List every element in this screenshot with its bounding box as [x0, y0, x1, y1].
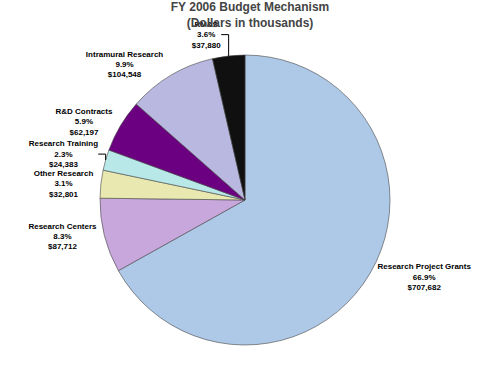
svg-text:Other Research3.1%$32,801: Other Research3.1%$32,801: [34, 169, 94, 199]
svg-text:Research Project Grants66.9%$7: Research Project Grants66.9%$707,682: [377, 262, 471, 292]
svg-text:FY 2006 Budget Mechanism(Dolla: FY 2006 Budget Mechanism(Dollars in thou…: [171, 0, 330, 30]
svg-text:Research Centers8.3%$87,712: Research Centers8.3%$87,712: [28, 222, 97, 252]
svg-text:RM&S3.6%$37,880: RM&S3.6%$37,880: [192, 20, 221, 50]
svg-text:R&D Contracts5.9%$62,197: R&D Contracts5.9%$62,197: [56, 107, 113, 137]
svg-text:Research Training2.3%$24,383: Research Training2.3%$24,383: [29, 139, 98, 169]
svg-text:Intramural Research9.9%$104,54: Intramural Research9.9%$104,548: [86, 50, 163, 80]
